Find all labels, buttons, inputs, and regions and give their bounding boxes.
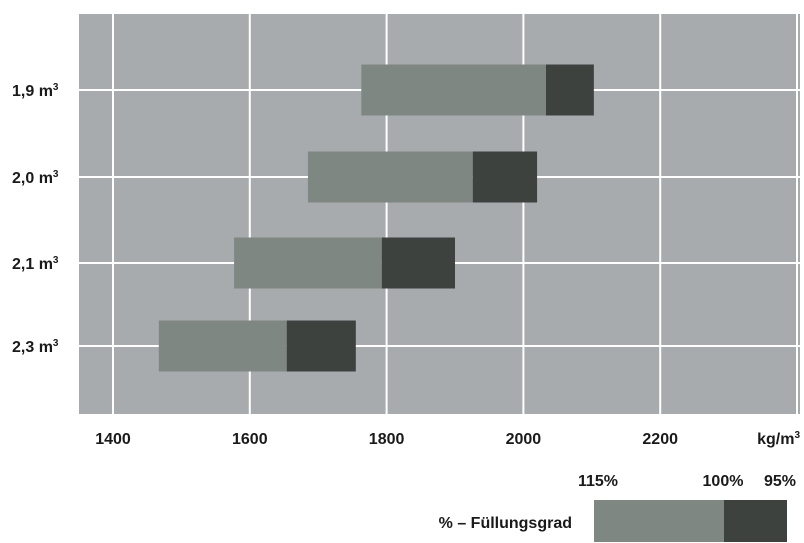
bar-segment-100-row-2 [381, 237, 455, 289]
legend-label-115: 115% [578, 473, 618, 490]
legend-label-100: 100% [703, 473, 744, 490]
bar-segments [158, 64, 594, 372]
x-tick-label: 1600 [232, 431, 268, 448]
x-tick-label: 2000 [506, 431, 542, 448]
legend-swatch-115 [594, 500, 724, 542]
bar-segment-115-row-1 [307, 151, 473, 203]
category-label: 2,1 m3 [12, 255, 59, 273]
category-label: 1,9 m3 [12, 82, 59, 100]
x-axis-unit: kg/m3 [757, 430, 800, 448]
bar-segment-115-row-0 [361, 64, 546, 116]
legend-label-95: 95% [764, 473, 796, 490]
x-tick-labels: 1400 1600 1800 2000 2200 [95, 431, 678, 448]
bar-segment-100-row-3 [286, 320, 356, 372]
x-tick-label: 1800 [369, 431, 405, 448]
bar-segment-115-row-3 [158, 320, 287, 372]
bar-segment-100-row-0 [545, 64, 594, 116]
legend: % – Füllungsgrad 115% 100% 95% [439, 473, 796, 542]
legend-swatch-100 [724, 500, 787, 542]
legend-title: % – Füllungsgrad [439, 515, 572, 532]
bar-segment-100-row-1 [472, 151, 538, 203]
x-tick-label: 1400 [95, 431, 131, 448]
category-label: 2,0 m3 [12, 169, 59, 187]
bar-segment-115-row-2 [234, 237, 382, 289]
x-tick-label: 2200 [642, 431, 678, 448]
category-labels: 1,9 m3 2,0 m3 2,1 m3 2,3 m3 [12, 82, 59, 356]
category-label: 2,3 m3 [12, 338, 59, 356]
